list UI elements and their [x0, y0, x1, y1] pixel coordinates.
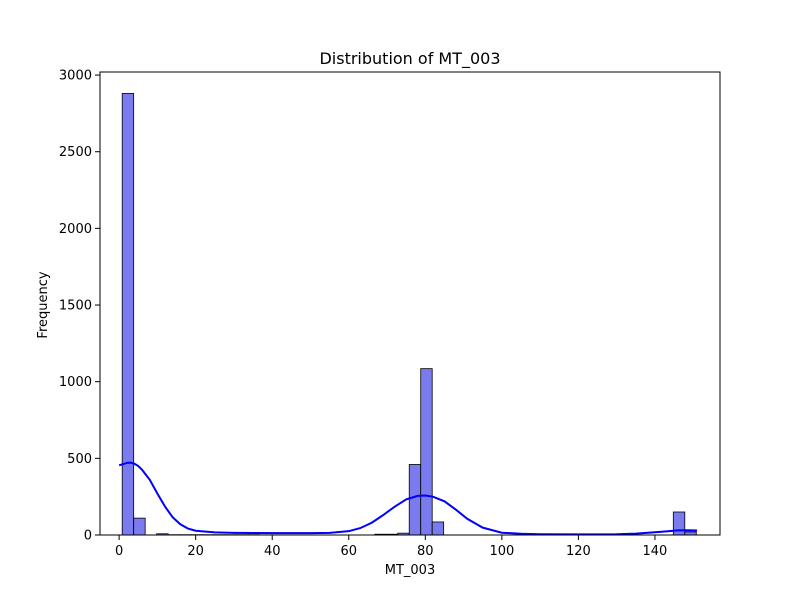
histogram-bar — [121, 93, 135, 536]
y-tick-label: 1500 — [59, 299, 92, 314]
histogram-bar — [133, 517, 146, 536]
x-axis-ticks: 0 20 40 60 80 100 120 140 — [115, 535, 667, 559]
x-tick-label: 140 — [643, 544, 668, 559]
x-tick-label: 120 — [566, 544, 591, 559]
histogram-bar — [431, 521, 445, 536]
x-tick-label: 80 — [417, 544, 434, 559]
y-axis-label: Frequency — [36, 271, 51, 338]
y-tick-label: 3000 — [59, 69, 92, 84]
x-tick-label: 20 — [187, 544, 204, 559]
x-tick-label: 100 — [489, 544, 514, 559]
y-axis-ticks: 0 500 1000 1500 2000 2500 3000 — [59, 69, 100, 544]
bars — [121, 93, 697, 536]
x-tick-label: 40 — [264, 544, 281, 559]
y-tick-label: 500 — [67, 452, 92, 467]
kde-line — [118, 461, 698, 536]
x-tick-label: 0 — [115, 544, 123, 559]
y-tick-label: 1000 — [59, 375, 92, 390]
y-tick-label: 0 — [84, 529, 92, 544]
histogram-bar — [420, 368, 433, 536]
y-tick-label: 2500 — [59, 145, 92, 160]
chart-title: Distribution of MT_003 — [319, 49, 500, 69]
plot-frame — [99, 71, 721, 536]
x-axis-label: MT_003 — [385, 563, 435, 578]
histogram-bar — [408, 464, 422, 536]
y-tick-label: 2000 — [59, 222, 92, 237]
x-tick-label: 60 — [340, 544, 357, 559]
